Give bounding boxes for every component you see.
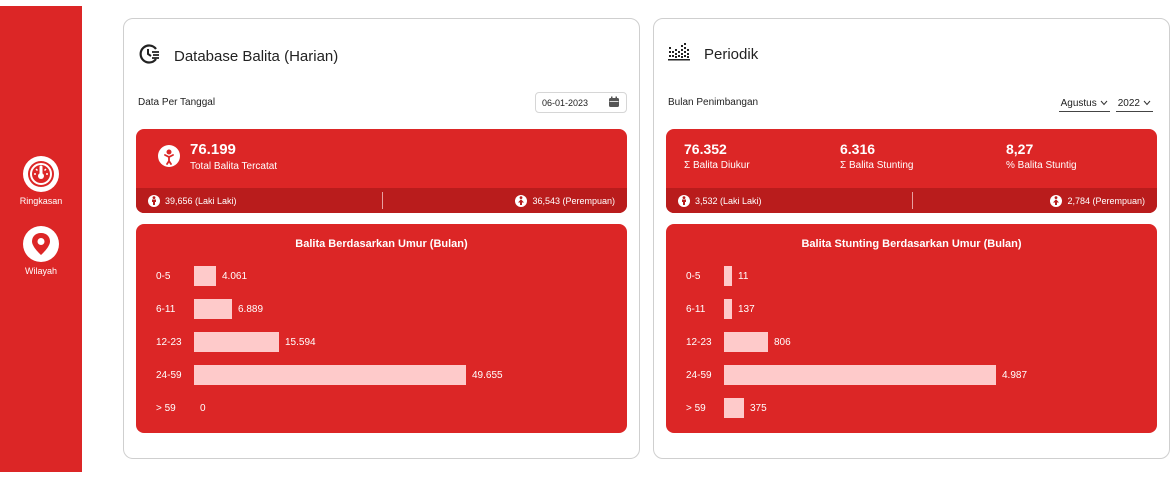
total-value: 76.199 <box>190 141 236 158</box>
year-value: 2022 <box>1117 98 1140 109</box>
female-text: 2,784 (Perempuan) <box>1067 195 1145 206</box>
bar-row: > 59 0 <box>136 397 627 419</box>
female-icon <box>515 194 528 207</box>
month-label: Bulan Penimbangan <box>668 97 759 108</box>
stat-percent: 8,27 % Balita Stuntig <box>1006 141 1077 171</box>
bar-category-label: > 59 <box>686 402 706 414</box>
stat-stunting: 6.316 Σ Balita Stunting <box>840 141 913 171</box>
bar-row: 24-59 4.987 <box>666 364 1157 386</box>
periodik-stat-panel: 76.352 Σ Balita Diukur 6.316 Σ Balita St… <box>666 129 1157 213</box>
chevron-down-icon <box>1143 98 1151 109</box>
male-text: 3,532 (Laki Laki) <box>695 195 762 206</box>
bar-category-label: > 59 <box>156 402 176 414</box>
bar <box>724 299 732 319</box>
male-text: 39,656 (Laki Laki) <box>165 195 237 206</box>
gender-bar: 39,656 (Laki Laki) 36,543 (Perempuan) <box>136 188 627 213</box>
bar-category-label: 6-11 <box>686 303 706 315</box>
bar-value-label: 11 <box>738 270 749 282</box>
stat-label: Σ Balita Diukur <box>684 160 750 171</box>
bar-category-label: 0-5 <box>156 270 171 282</box>
map-pin-icon <box>23 226 59 262</box>
gender-bar: 3,532 (Laki Laki) 2,784 (Perempuan) <box>666 188 1157 213</box>
periodik-card: Periodik Bulan Penimbangan Agustus 2022 … <box>653 18 1170 459</box>
male-icon <box>678 194 690 207</box>
bar-category-label: 12-23 <box>156 336 182 348</box>
stat-value: 76.352 <box>684 141 727 157</box>
total-stat-panel: 76.199 Total Balita Tercatat 39,656 (Lak… <box>136 129 627 213</box>
stat-diukur: 76.352 Σ Balita Diukur <box>684 141 750 171</box>
sidebar-item-label: Ringkasan <box>19 196 63 206</box>
bar-value-label: 4.061 <box>222 270 248 282</box>
bar <box>194 266 216 286</box>
male-count: 39,656 (Laki Laki) <box>148 194 237 207</box>
bar-row: 12-23 806 <box>666 331 1157 353</box>
card-header: Database Balita (Harian) <box>138 43 338 70</box>
date-value: 06-01-2023 <box>542 97 589 108</box>
chart-title: Balita Berdasarkan Umur (Bulan) <box>295 238 468 250</box>
month-value: Agustus <box>1060 98 1097 109</box>
sidebar: Ringkasan Wilayah <box>0 6 82 472</box>
bar-category-label: 6-11 <box>156 303 176 315</box>
chart-title: Balita Stunting Berdasarkan Umur (Bulan) <box>801 238 1022 250</box>
date-label: Data Per Tanggal <box>138 97 216 108</box>
date-input[interactable]: 06-01-2023 <box>535 92 627 113</box>
bar-row: 12-23 15.594 <box>136 331 627 353</box>
bar-row: 24-59 49.655 <box>136 364 627 386</box>
bar-value-label: 4.987 <box>1002 369 1028 381</box>
bar <box>724 266 732 286</box>
sidebar-item-wilayah[interactable]: Wilayah <box>0 226 82 276</box>
card-title: Database Balita (Harian) <box>174 48 339 65</box>
bar-category-label: 12-23 <box>686 336 712 348</box>
year-select[interactable]: 2022 <box>1115 98 1153 112</box>
female-count: 36,543 (Perempuan) <box>515 194 615 207</box>
stat-value: 8,27 <box>1006 141 1034 157</box>
card-title: Periodik <box>704 46 759 63</box>
bar <box>724 332 768 352</box>
stunting-age-chart: Balita Stunting Berdasarkan Umur (Bulan)… <box>666 224 1157 433</box>
bar <box>724 398 744 418</box>
speedometer-icon <box>23 156 59 192</box>
age-chart: Balita Berdasarkan Umur (Bulan) 0-5 4.061… <box>136 224 627 433</box>
female-count: 2,784 (Perempuan) <box>1050 194 1145 207</box>
card-header: Periodik <box>668 43 758 66</box>
calendar-icon[interactable] <box>608 96 620 110</box>
month-select[interactable]: Agustus <box>1058 98 1110 112</box>
bar-row: 6-11 137 <box>666 298 1157 320</box>
bar-category-label: 0-5 <box>686 270 701 282</box>
bar-row: 0-5 11 <box>666 265 1157 287</box>
sidebar-item-label: Wilayah <box>24 266 57 276</box>
histogram-icon <box>668 43 690 66</box>
bar-category-label: 24-59 <box>156 369 182 381</box>
stat-value: 6.316 <box>840 141 876 157</box>
bar <box>194 365 466 385</box>
bar-row: 6-11 6.889 <box>136 298 627 320</box>
database-balita-card: Database Balita (Harian) Data Per Tangga… <box>123 18 640 459</box>
male-icon <box>148 194 160 207</box>
stat-label: % Balita Stuntig <box>1006 160 1077 171</box>
bar <box>724 365 996 385</box>
bar-value-label: 15.594 <box>285 336 316 348</box>
sidebar-item-ringkasan[interactable]: Ringkasan <box>0 156 82 206</box>
bar-value-label: 137 <box>738 303 755 315</box>
bar-value-label: 0 <box>200 402 206 414</box>
bar-value-label: 49.655 <box>472 369 503 381</box>
total-label: Total Balita Tercatat <box>190 161 278 172</box>
bar-row: 0-5 4.061 <box>136 265 627 287</box>
clock-list-icon <box>138 43 160 70</box>
female-text: 36,543 (Perempuan) <box>532 195 615 206</box>
bar-value-label: 6.889 <box>238 303 264 315</box>
baby-icon <box>158 145 180 172</box>
bar-row: > 59 375 <box>666 397 1157 419</box>
stat-label: Σ Balita Stunting <box>840 160 914 171</box>
chevron-down-icon <box>1100 98 1108 109</box>
female-icon <box>1050 194 1063 207</box>
bar <box>194 299 232 319</box>
bar-category-label: 24-59 <box>686 369 712 381</box>
bar <box>194 332 279 352</box>
bar-value-label: 375 <box>750 402 767 414</box>
period-selects: Agustus 2022 <box>1058 98 1153 112</box>
male-count: 3,532 (Laki Laki) <box>678 194 762 207</box>
bar-value-label: 806 <box>774 336 791 348</box>
